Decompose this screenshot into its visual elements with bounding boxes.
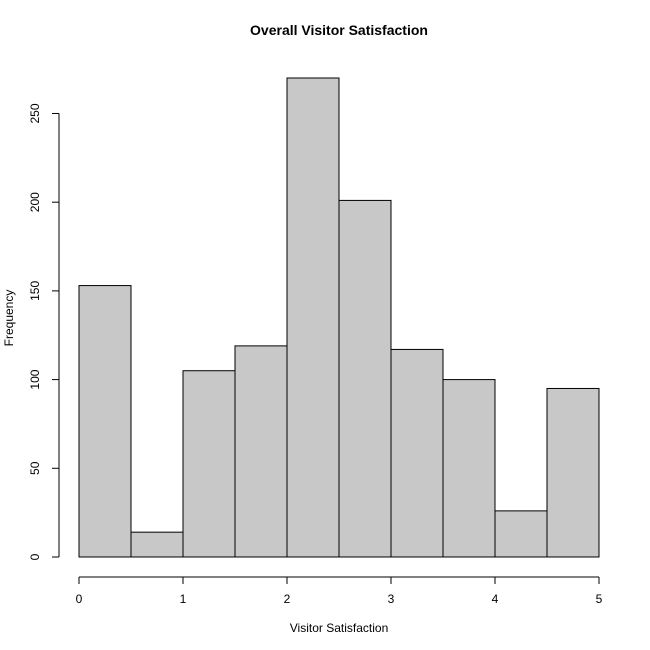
y-tick-label: 50	[28, 461, 42, 475]
x-axis: 0 1 2 3 4 5	[76, 576, 603, 606]
histogram-bar	[494, 510, 548, 558]
y-axis: 0 50 100 150 200 250	[28, 103, 60, 560]
x-tick-label: 3	[388, 592, 395, 606]
x-tick-label: 1	[180, 592, 187, 606]
histogram-bar	[338, 199, 392, 558]
x-tick-label: 0	[76, 592, 83, 606]
histogram-bar	[130, 531, 184, 558]
histogram-bar	[234, 345, 288, 558]
y-tick-label: 250	[28, 103, 42, 123]
bars-group	[78, 77, 600, 558]
histogram-bar	[442, 379, 496, 558]
y-axis-label: Frequency	[2, 290, 16, 347]
histogram-bar	[78, 285, 132, 558]
x-tick-label: 2	[284, 592, 291, 606]
x-tick-label: 4	[492, 592, 499, 606]
histogram-bar	[182, 370, 236, 558]
y-tick-label: 100	[28, 369, 42, 389]
y-tick-label: 0	[28, 553, 42, 560]
histogram-bar	[546, 387, 600, 558]
x-axis-label: Visitor Satisfaction	[290, 621, 389, 635]
histogram-bar	[390, 348, 444, 558]
y-tick-label: 150	[28, 281, 42, 301]
x-tick-label: 5	[596, 592, 603, 606]
histogram-bar	[286, 77, 340, 558]
chart-title: Overall Visitor Satisfaction	[250, 22, 428, 38]
y-tick-label: 200	[28, 192, 42, 212]
